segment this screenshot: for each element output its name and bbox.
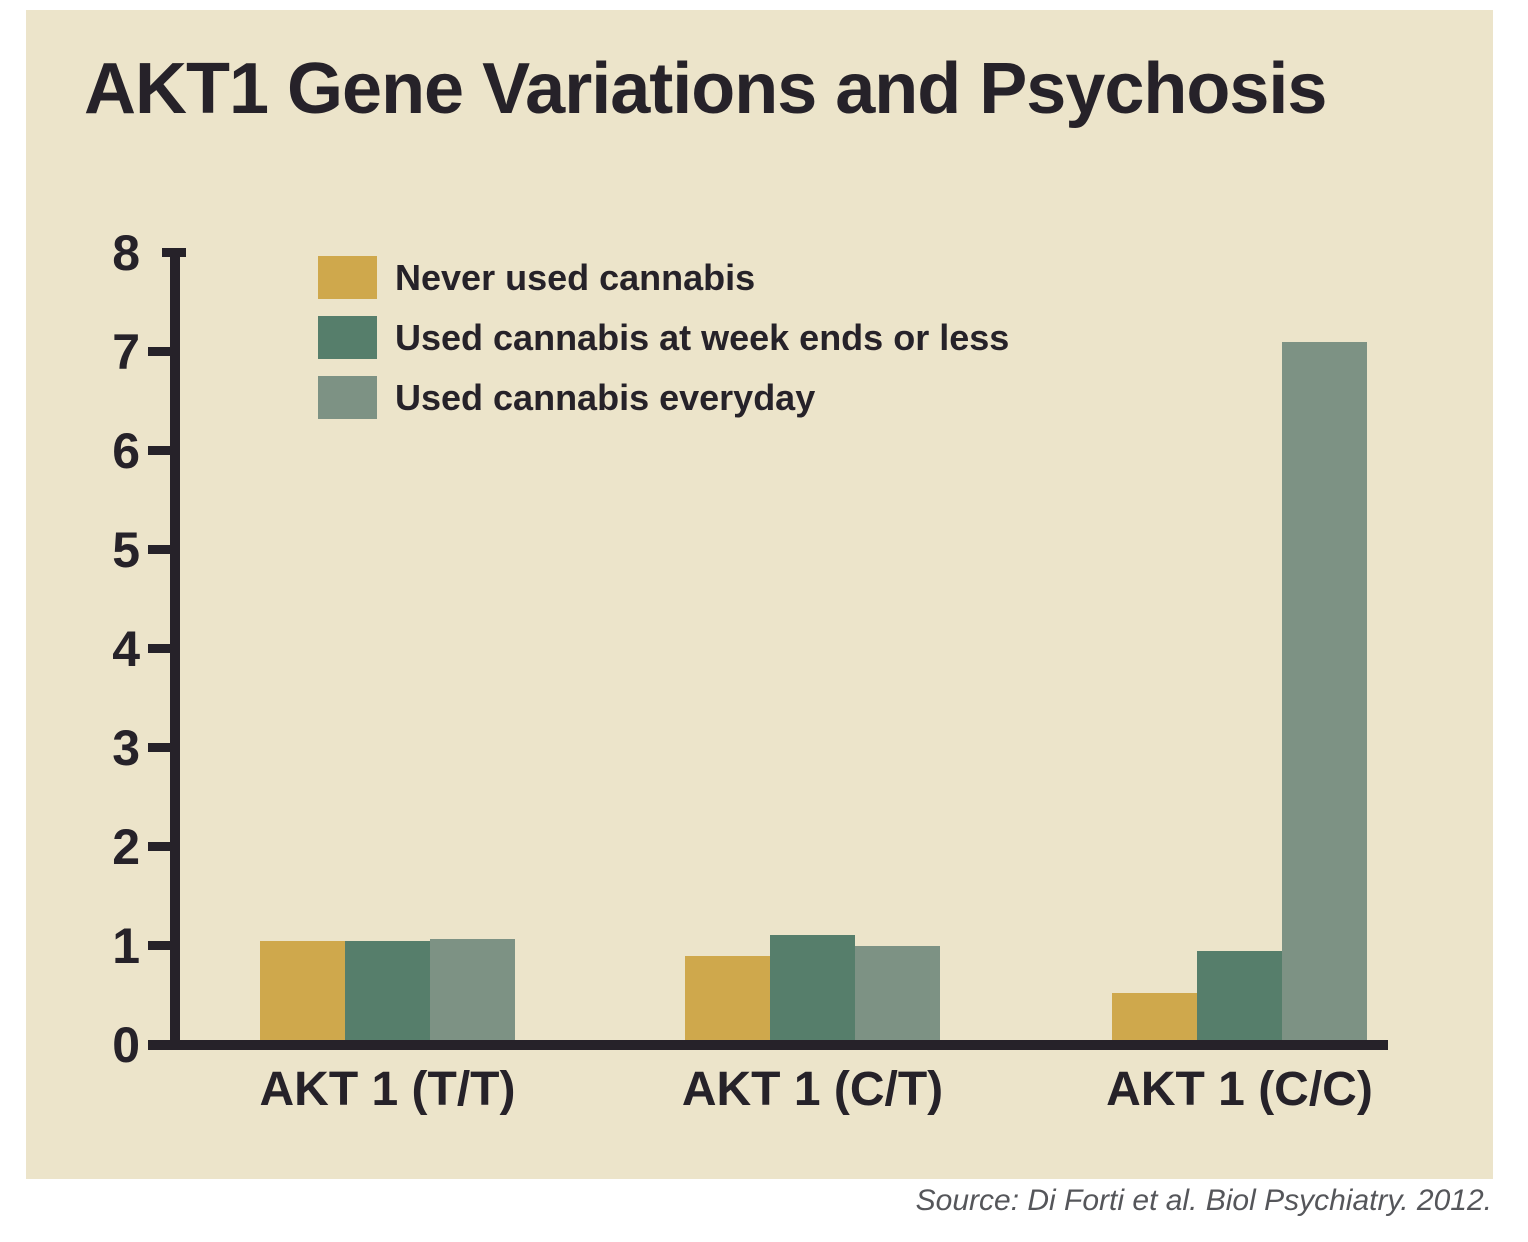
y-axis-tick-label: 8	[112, 225, 140, 281]
bar-akt-1-c-c-used-cannabis-at-week-ends-or-less	[1197, 951, 1282, 1040]
bar-akt-1-c-t-used-cannabis-at-week-ends-or-less	[770, 935, 855, 1040]
y-axis-tick	[148, 842, 172, 851]
y-axis-tick-label: 1	[112, 918, 140, 974]
legend: Never used cannabis Used cannabis at week…	[318, 256, 1009, 419]
legend-label: Used cannabis everyday	[395, 376, 816, 418]
source-citation: Source: Di Forti et al. Biol Psychiatry.…	[915, 1184, 1492, 1217]
bar-akt-1-t-t-used-cannabis-everyday	[430, 939, 515, 1040]
y-axis-tick-label: 2	[112, 819, 140, 875]
legend-swatch-used-cannabis-at-week-ends-or-less	[318, 316, 377, 359]
x-axis-category-label: AKT 1 (C/C)	[1106, 1063, 1373, 1116]
bar-akt-1-c-c-used-cannabis-everyday	[1282, 342, 1367, 1040]
y-axis-tick	[148, 941, 172, 950]
legend-label: Never used cannabis	[395, 256, 756, 298]
y-axis-tick-label: 7	[112, 324, 140, 380]
legend-swatch-used-cannabis-everyday	[318, 376, 377, 419]
y-axis-tick	[148, 545, 172, 554]
y-axis-tick	[148, 446, 172, 455]
x-axis-category-label: AKT 1 (T/T)	[259, 1063, 516, 1116]
bar-akt-1-c-t-used-cannabis-everyday	[855, 946, 940, 1040]
legend-label: Used cannabis at week ends or less	[395, 316, 1010, 358]
y-axis-tick-label: 6	[112, 423, 140, 479]
legend-item: Used cannabis everyday	[318, 376, 1009, 419]
bar-akt-1-t-t-never-used-cannabis	[260, 941, 345, 1040]
x-axis-category-label: AKT 1 (C/T)	[681, 1063, 944, 1116]
legend-swatch-never-used-cannabis	[318, 256, 377, 299]
chart-title: AKT1 Gene Variations and Psychosis	[84, 49, 1327, 129]
y-axis-tick	[148, 347, 172, 356]
legend-item: Never used cannabis	[318, 256, 1009, 299]
chart-panel: AKT1 Gene Variations and Psychosis 0 1 2 3 4…	[26, 10, 1493, 1179]
bar-akt-1-c-t-never-used-cannabis	[685, 956, 770, 1040]
y-axis-tick-label: 3	[112, 720, 140, 776]
y-axis-tick-label: 0	[112, 1017, 140, 1073]
bar-akt-1-c-c-never-used-cannabis	[1112, 993, 1197, 1040]
legend-item: Used cannabis at week ends or less	[318, 316, 1009, 359]
y-axis-tick	[148, 743, 172, 752]
y-axis-tick-label: 4	[112, 621, 140, 677]
x-axis-line	[148, 1040, 1388, 1050]
y-axis-tick	[148, 644, 172, 653]
y-axis-tick	[162, 248, 186, 257]
y-axis-line	[170, 248, 180, 1049]
y-axis-tick-label: 5	[112, 522, 140, 578]
bar-akt-1-t-t-used-cannabis-at-week-ends-or-less	[345, 941, 430, 1040]
plot-area: 0 1 2 3 4 5 6 7 8 AKT 1 (T/T) AKT 1 (C/T) AKT 1 (C/…	[26, 10, 1493, 1179]
